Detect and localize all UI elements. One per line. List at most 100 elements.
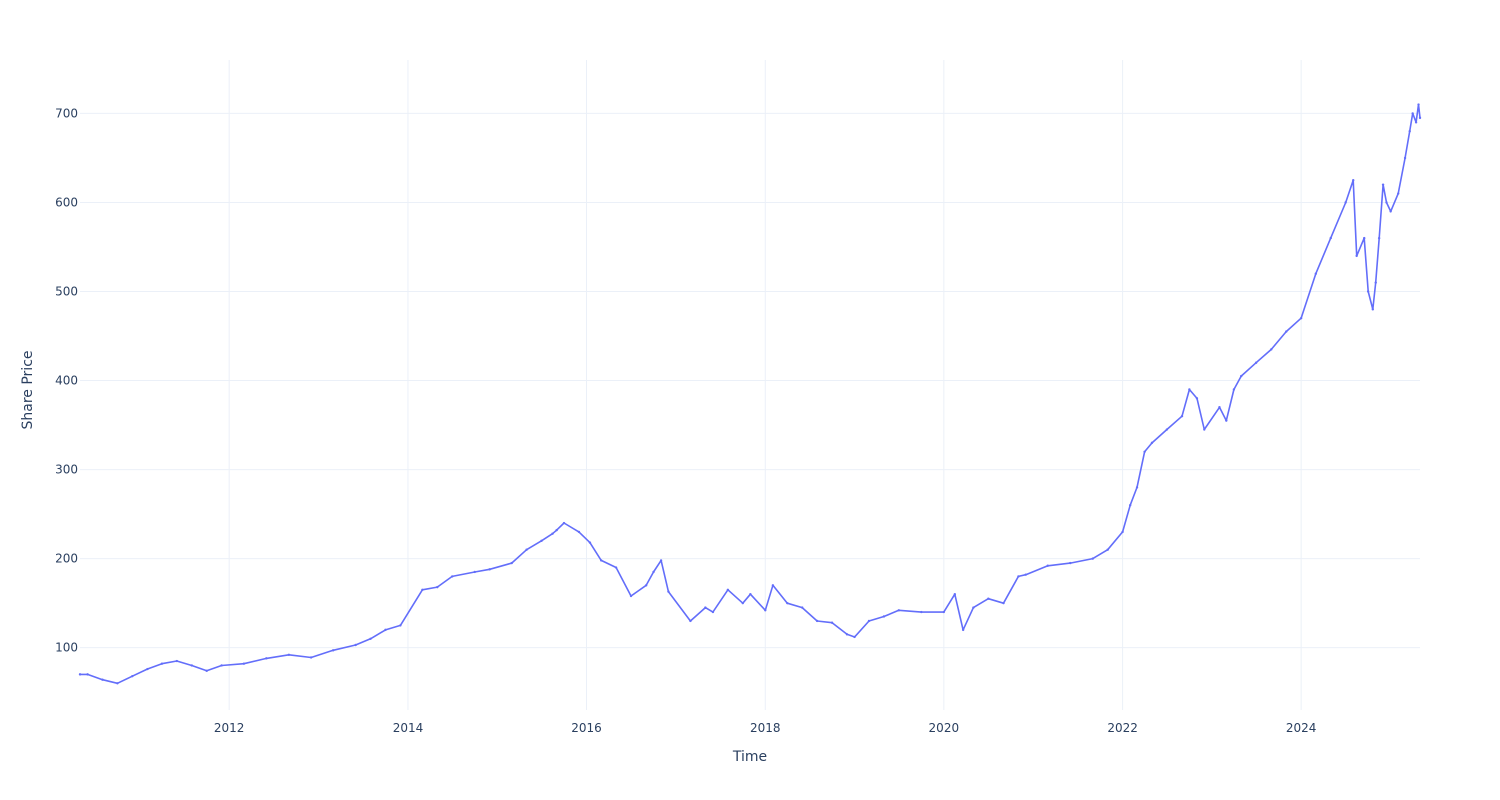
data-point <box>1385 201 1388 204</box>
x-tick-label: 2016 <box>571 721 602 735</box>
data-point <box>205 669 208 673</box>
y-tick-label: 200 <box>55 552 78 566</box>
data-point <box>78 673 82 676</box>
vertical-gridlines <box>228 60 1302 710</box>
y-tick-label: 300 <box>55 463 78 477</box>
horizontal-gridlines <box>80 112 1420 649</box>
data-point <box>1254 361 1258 364</box>
data-point <box>86 673 89 676</box>
data-point <box>1165 428 1169 431</box>
data-point <box>146 667 149 671</box>
data-point <box>1329 236 1332 240</box>
data-point <box>510 561 513 565</box>
data-point <box>771 584 775 587</box>
data-point <box>1344 201 1347 204</box>
data-point <box>1195 397 1199 400</box>
data-point <box>1403 156 1407 160</box>
data-point <box>1128 504 1132 507</box>
data-point <box>867 619 871 623</box>
data-point <box>1418 116 1422 120</box>
series-layer <box>78 103 1422 685</box>
data-point <box>1417 103 1420 106</box>
data-point <box>384 628 387 632</box>
data-point <box>815 619 819 623</box>
data-point <box>764 609 767 612</box>
data-point <box>588 541 592 544</box>
data-point <box>555 528 558 532</box>
data-point <box>265 657 268 660</box>
data-point <box>953 593 957 596</box>
data-point <box>540 539 543 543</box>
data-point <box>399 624 402 627</box>
data-point <box>1203 428 1206 431</box>
data-point <box>1414 121 1418 124</box>
y-axis-title: Share Price <box>20 350 36 429</box>
data-point <box>354 643 357 647</box>
data-point <box>897 609 901 612</box>
data-point <box>1188 388 1191 391</box>
data-point <box>845 633 849 636</box>
data-point <box>1314 272 1318 275</box>
data-point <box>749 593 752 596</box>
data-point <box>882 615 886 618</box>
data-point <box>652 570 655 574</box>
data-point <box>1411 112 1414 115</box>
x-tick-label: 2024 <box>1286 721 1317 735</box>
data-point <box>629 594 633 598</box>
data-point <box>726 588 730 591</box>
data-point <box>711 610 715 614</box>
data-point <box>1017 575 1020 578</box>
data-point <box>551 532 554 535</box>
data-point <box>473 570 476 574</box>
data-point <box>287 653 291 656</box>
data-point <box>1091 557 1094 560</box>
data-point <box>242 662 246 665</box>
y-tick-label: 500 <box>55 285 78 299</box>
data-point <box>488 568 491 571</box>
data-point <box>1106 548 1109 551</box>
data-point <box>741 601 744 605</box>
data-point <box>1024 573 1027 576</box>
data-point <box>1225 419 1228 422</box>
data-point <box>614 566 618 569</box>
y-tick-label: 400 <box>55 374 78 388</box>
data-point <box>1135 486 1139 489</box>
data-point <box>1121 530 1124 534</box>
data-point <box>116 682 119 685</box>
data-point <box>309 656 313 659</box>
x-tick-label: 2020 <box>929 721 960 735</box>
data-point <box>101 678 104 681</box>
data-point <box>689 619 692 623</box>
data-point <box>667 590 670 593</box>
data-point <box>987 597 990 600</box>
data-point <box>331 649 335 652</box>
data-point <box>525 548 528 551</box>
data-point <box>1366 290 1370 293</box>
data-point <box>1046 564 1049 567</box>
x-tick-label: 2014 <box>393 721 424 735</box>
data-point <box>801 606 804 609</box>
y-axis-ticks: 100 200 300 400 500 600 700 <box>55 106 78 654</box>
data-point <box>421 588 424 591</box>
data-point <box>1069 561 1072 565</box>
data-point <box>451 575 454 578</box>
data-point <box>1397 192 1400 195</box>
data-point <box>1218 406 1221 409</box>
data-point <box>220 664 223 667</box>
price-series-line <box>79 103 1421 685</box>
data-point <box>1363 236 1366 240</box>
data-point <box>1355 254 1358 258</box>
x-tick-label: 2012 <box>214 721 245 735</box>
data-point <box>1377 236 1381 240</box>
data-point <box>1374 281 1377 284</box>
data-point <box>436 585 439 589</box>
data-point <box>972 606 975 609</box>
data-point <box>1381 183 1385 186</box>
data-point <box>1180 414 1184 418</box>
data-point <box>1299 317 1303 320</box>
x-axis-ticks: 2012 2014 2016 2018 2020 2022 2024 <box>214 721 1316 735</box>
x-tick-label: 2018 <box>750 721 781 735</box>
data-point <box>1002 601 1005 605</box>
data-point <box>1270 348 1273 351</box>
